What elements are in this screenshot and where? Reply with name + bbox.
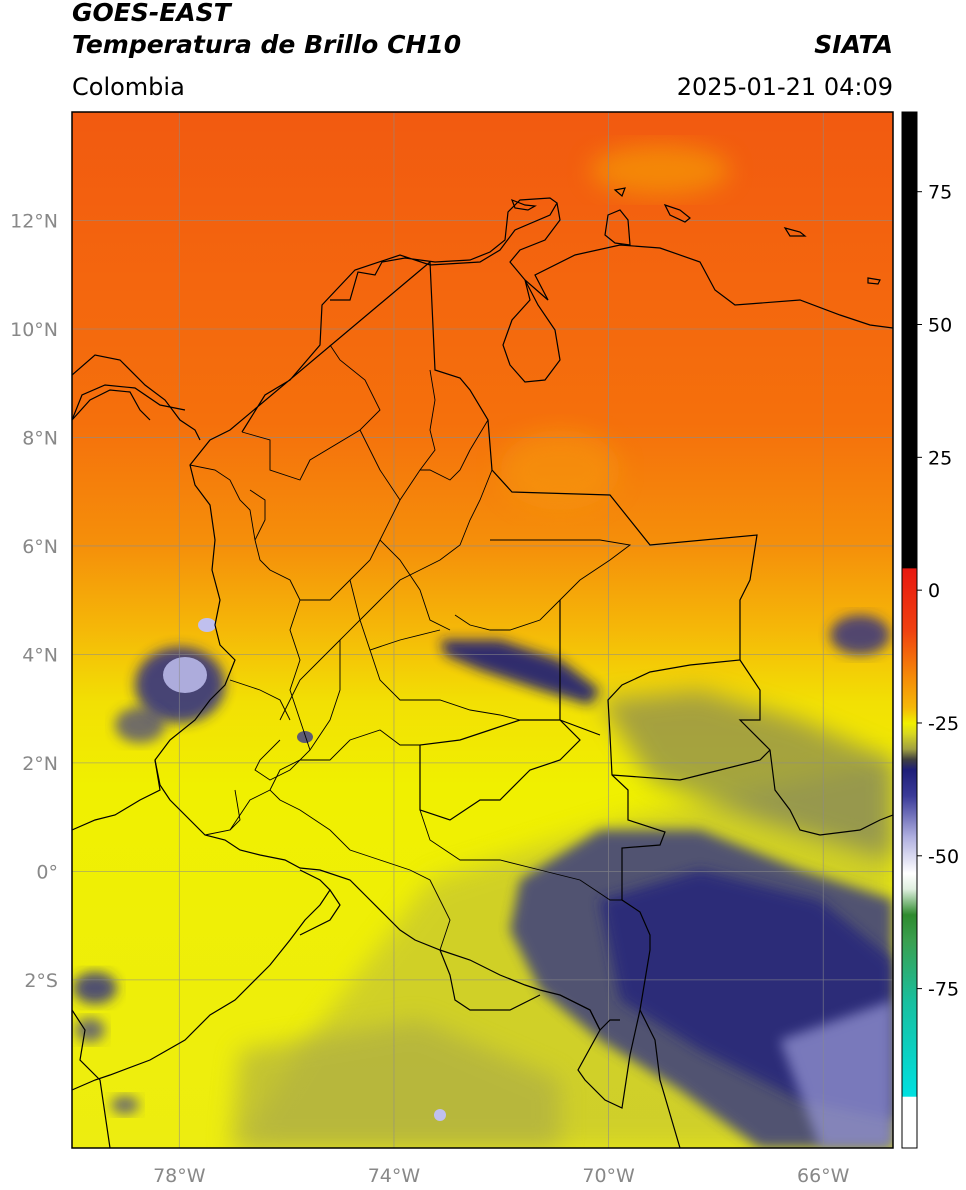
lat-tick-label: 10°N [10, 319, 58, 341]
colorbar: 75 50 25 0 -25 -50 -75 [901, 111, 959, 1149]
lat-tick-label: 4°N [22, 644, 58, 666]
colorbar-tick-label: -25 [928, 713, 959, 735]
lon-tick-label: 70°W [582, 1165, 635, 1187]
latitude-axis: 12°N 10°N 8°N 6°N 4°N 2°N 0° 2°S [10, 210, 58, 991]
lat-tick-label: 2°N [22, 753, 58, 775]
colorbar-tick-label: 50 [928, 315, 952, 337]
lat-tick-label: 8°N [22, 427, 58, 449]
map-frame [71, 111, 894, 1149]
boundaries [72, 187, 893, 1148]
lat-tick-label: 0° [36, 861, 58, 883]
satellite-title: GOES-EAST [72, 0, 231, 27]
timestamp-label: 2025-01-21 04:09 [676, 73, 893, 101]
lon-tick-label: 78°W [153, 1165, 206, 1187]
colorbar-tick-label: 0 [928, 580, 940, 602]
longitude-axis: 78°W 74°W 70°W 66°W [153, 1165, 850, 1187]
colorbar-tick-label: -50 [928, 846, 959, 868]
colorbar-tick-label: -75 [928, 979, 959, 1001]
product-title: Temperatura de Brillo CH10 [72, 30, 462, 59]
colorbar-gradient [902, 112, 917, 1148]
lat-tick-label: 2°S [24, 970, 58, 992]
colorbar-tick-label: 75 [928, 182, 952, 204]
colombia-border [154, 197, 758, 1109]
lat-tick-label: 6°N [22, 536, 58, 558]
lon-tick-label: 66°W [797, 1165, 850, 1187]
colorbar-tick-label: 25 [928, 447, 952, 469]
organization-label: SIATA [814, 30, 893, 59]
graticule [72, 112, 893, 1148]
lon-tick-label: 74°W [368, 1165, 421, 1187]
colorbar-frame [901, 111, 918, 1149]
lat-tick-label: 12°N [10, 210, 58, 232]
brightness-temperature-field [72, 112, 893, 1148]
region-label: Colombia [72, 73, 185, 101]
